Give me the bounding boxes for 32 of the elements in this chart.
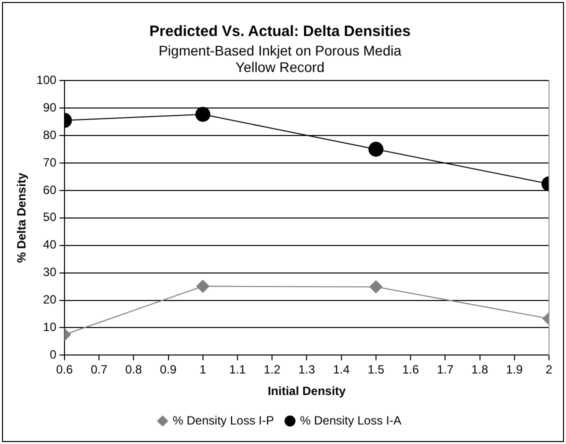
x-tick-label: 0.9 — [160, 362, 177, 377]
x-tick-label: 1.4 — [332, 362, 350, 377]
x-tick-label: 1.5 — [368, 362, 385, 377]
x-tick-label: 1.3 — [298, 362, 316, 377]
chart-title: Predicted Vs. Actual: Delta Densities — [149, 23, 411, 40]
y-tick-label: 80 — [43, 128, 57, 142]
y-tick-label: 10 — [43, 320, 57, 334]
y-tick-label: 20 — [43, 292, 57, 307]
x-tick-label: 1.9 — [506, 362, 524, 377]
x-tick-label: 0.6 — [56, 362, 74, 377]
x-axis-title: Initial Density — [268, 384, 346, 398]
y-tick-label: 60 — [43, 182, 57, 197]
y-tick-label: 30 — [43, 265, 57, 280]
chart-subtitle: Pigment-Based Inkjet on Porous Media Yellow Record — [158, 42, 402, 76]
legend-label: % Density Loss I-A — [300, 413, 402, 428]
legend-label: % Density Loss I-P — [172, 413, 274, 428]
x-tick-label: 1 — [200, 362, 207, 377]
x-tick-label: 1.8 — [471, 362, 488, 377]
y-axis-title: % Delta Density — [14, 172, 29, 263]
x-tick-label: 1.7 — [436, 362, 454, 377]
y-tick-label: 70 — [43, 155, 57, 170]
x-tick-label: 2 — [546, 362, 553, 377]
y-tick-label: 50 — [43, 210, 57, 224]
y-tick-label: 100 — [36, 72, 57, 87]
x-tick-label: 0.7 — [90, 362, 108, 377]
x-tick-label: 0.8 — [125, 362, 142, 377]
x-tick-label: 1.1 — [229, 362, 246, 377]
x-tick-label: 1.6 — [402, 362, 420, 377]
y-tick-label: 90 — [43, 100, 57, 114]
y-tick-label: 40 — [43, 238, 57, 252]
y-tick-label: 0 — [50, 348, 57, 362]
x-tick-label: 1.2 — [264, 362, 281, 377]
